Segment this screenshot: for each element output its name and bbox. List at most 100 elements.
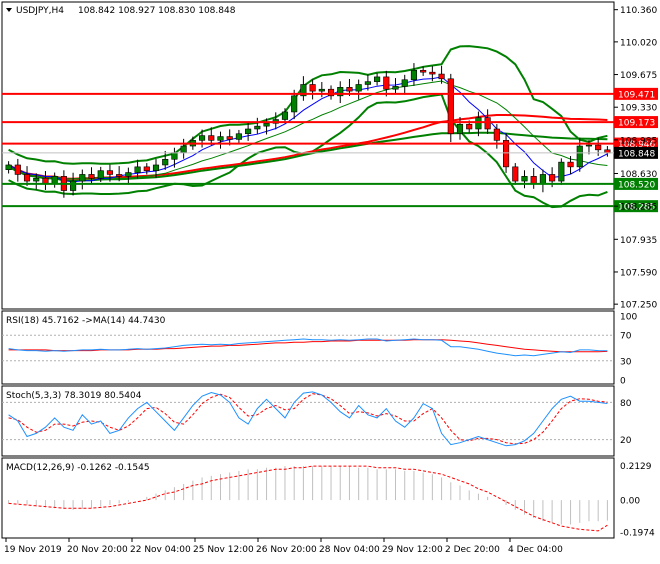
candle-body	[493, 128, 500, 141]
candle-body	[14, 164, 21, 175]
candle-body	[438, 73, 445, 80]
price-axis-tick-label: 107.935	[620, 236, 657, 246]
macd-axis-tick-label: 0.00	[620, 497, 640, 507]
candle-body	[300, 84, 307, 97]
candle-body	[530, 176, 537, 185]
macd-axis-tick-label: 0.2129	[620, 462, 652, 472]
stoch-k-line	[8, 391, 608, 447]
macd-axis-tick-label: -0.1974	[620, 529, 655, 539]
time-axis-tick-label: 22 Nov 04:00	[130, 545, 191, 555]
axis-layer: 110.360 110.020 109.675 109.330 108.985 108.6…	[4, 6, 657, 555]
current-price-tag	[614, 146, 658, 159]
stoch-panel-frame	[1, 385, 615, 457]
candle-body	[281, 111, 289, 120]
price-axis-tick-label: 108.285	[620, 203, 657, 213]
candle-body	[392, 86, 399, 90]
level-tag	[614, 116, 658, 129]
rsi-header: RSI(18) 45.7162 ->MA(14) 44.7430	[6, 316, 166, 326]
moving-average-fast-line	[8, 76, 608, 183]
candle-body	[88, 174, 95, 179]
candle-body	[226, 136, 233, 140]
candle-body	[5, 164, 12, 171]
candle-body	[106, 170, 114, 175]
price-axis-tick-label: 107.250	[620, 301, 657, 311]
candle-body	[23, 174, 31, 182]
rsi-axis-tick-label: 70	[620, 332, 632, 342]
candle-body	[595, 144, 602, 151]
candle-body	[125, 172, 132, 177]
candle-body	[327, 88, 335, 97]
candle-body	[180, 145, 187, 153]
time-axis-tick-label: 25 Nov 12:00	[193, 545, 254, 555]
price-axis-tick-label: 108.630	[620, 170, 657, 180]
candle-body	[254, 125, 261, 130]
macd-signal-line	[8, 465, 608, 532]
symbol-dropdown-icon[interactable]	[6, 8, 12, 12]
time-axis-tick-label: 2 Dec 20:00	[445, 545, 500, 555]
price-axis-tick-label: 110.020	[620, 38, 657, 48]
candle-body	[484, 117, 491, 130]
stoch-axis-tick-label: 20	[620, 436, 632, 446]
bollinger-upper-line	[8, 45, 608, 165]
candle-body	[364, 81, 371, 85]
candle-body	[539, 174, 546, 185]
candle-body	[263, 123, 270, 127]
rsi-axis-tick-label: 0	[620, 377, 626, 387]
candle-body	[567, 161, 574, 168]
candle-body	[383, 76, 390, 90]
symbol-label: USDJPY,H4	[16, 6, 64, 16]
level-tag-label: 108.946	[618, 140, 655, 150]
macd-panel-frame	[1, 457, 615, 539]
candle-body	[456, 123, 464, 135]
level-tag-label: 108.285	[618, 203, 655, 213]
level-tag	[614, 200, 658, 213]
candle-body	[512, 166, 519, 182]
candle-body	[143, 166, 150, 171]
candle-body	[429, 71, 436, 75]
candle-body	[337, 87, 344, 97]
levels-layer: 109.471 109.173 108.946 108.520 108.285 108.8…	[2, 87, 658, 213]
rsi-axis-tick-label: 100	[620, 313, 637, 323]
level-tag-label: 108.520	[618, 180, 655, 190]
candle-body	[549, 174, 556, 182]
candle-body	[162, 158, 169, 166]
candle-body	[355, 84, 362, 92]
candle-body	[134, 166, 141, 173]
candle-body	[466, 123, 473, 130]
candle-body	[171, 152, 178, 160]
candle-body	[410, 69, 418, 81]
macd-layer	[8, 465, 608, 532]
level-tag	[614, 177, 658, 190]
rsi-axis-tick-label: 30	[620, 357, 632, 367]
candle-body	[116, 174, 123, 177]
time-axis-tick-label: 20 Nov 20:00	[67, 545, 128, 555]
moving-average-long-line	[8, 131, 608, 182]
price-axis-tick-label: 110.360	[620, 6, 657, 16]
price-axis-tick-label: 109.675	[620, 71, 657, 81]
price-panel-frame	[1, 1, 615, 310]
candle-body	[198, 135, 206, 141]
price-axis-tick-label: 107.590	[620, 268, 657, 278]
candle-body	[447, 78, 454, 135]
stoch-d-line	[8, 393, 608, 445]
ohlc-header: 108.842 108.927 108.830 108.848	[78, 6, 236, 16]
level-tag	[614, 87, 658, 100]
candle-body	[217, 136, 224, 141]
candle-body	[558, 161, 565, 182]
candle-body	[318, 88, 325, 92]
candle-body	[309, 84, 316, 92]
level-tag	[614, 137, 658, 150]
candle-body	[152, 164, 160, 171]
candle-body	[70, 180, 77, 191]
price-axis-tick-label: 108.985	[620, 136, 657, 146]
time-axis-tick-label: 28 Nov 04:00	[319, 545, 380, 555]
candle-body	[502, 140, 510, 168]
candle-body	[521, 176, 528, 182]
level-tag-label: 109.471	[618, 90, 655, 100]
candle-body	[576, 145, 583, 168]
candle-body	[346, 87, 353, 92]
level-tag-label: 109.173	[618, 119, 655, 129]
candle-body	[208, 135, 215, 141]
